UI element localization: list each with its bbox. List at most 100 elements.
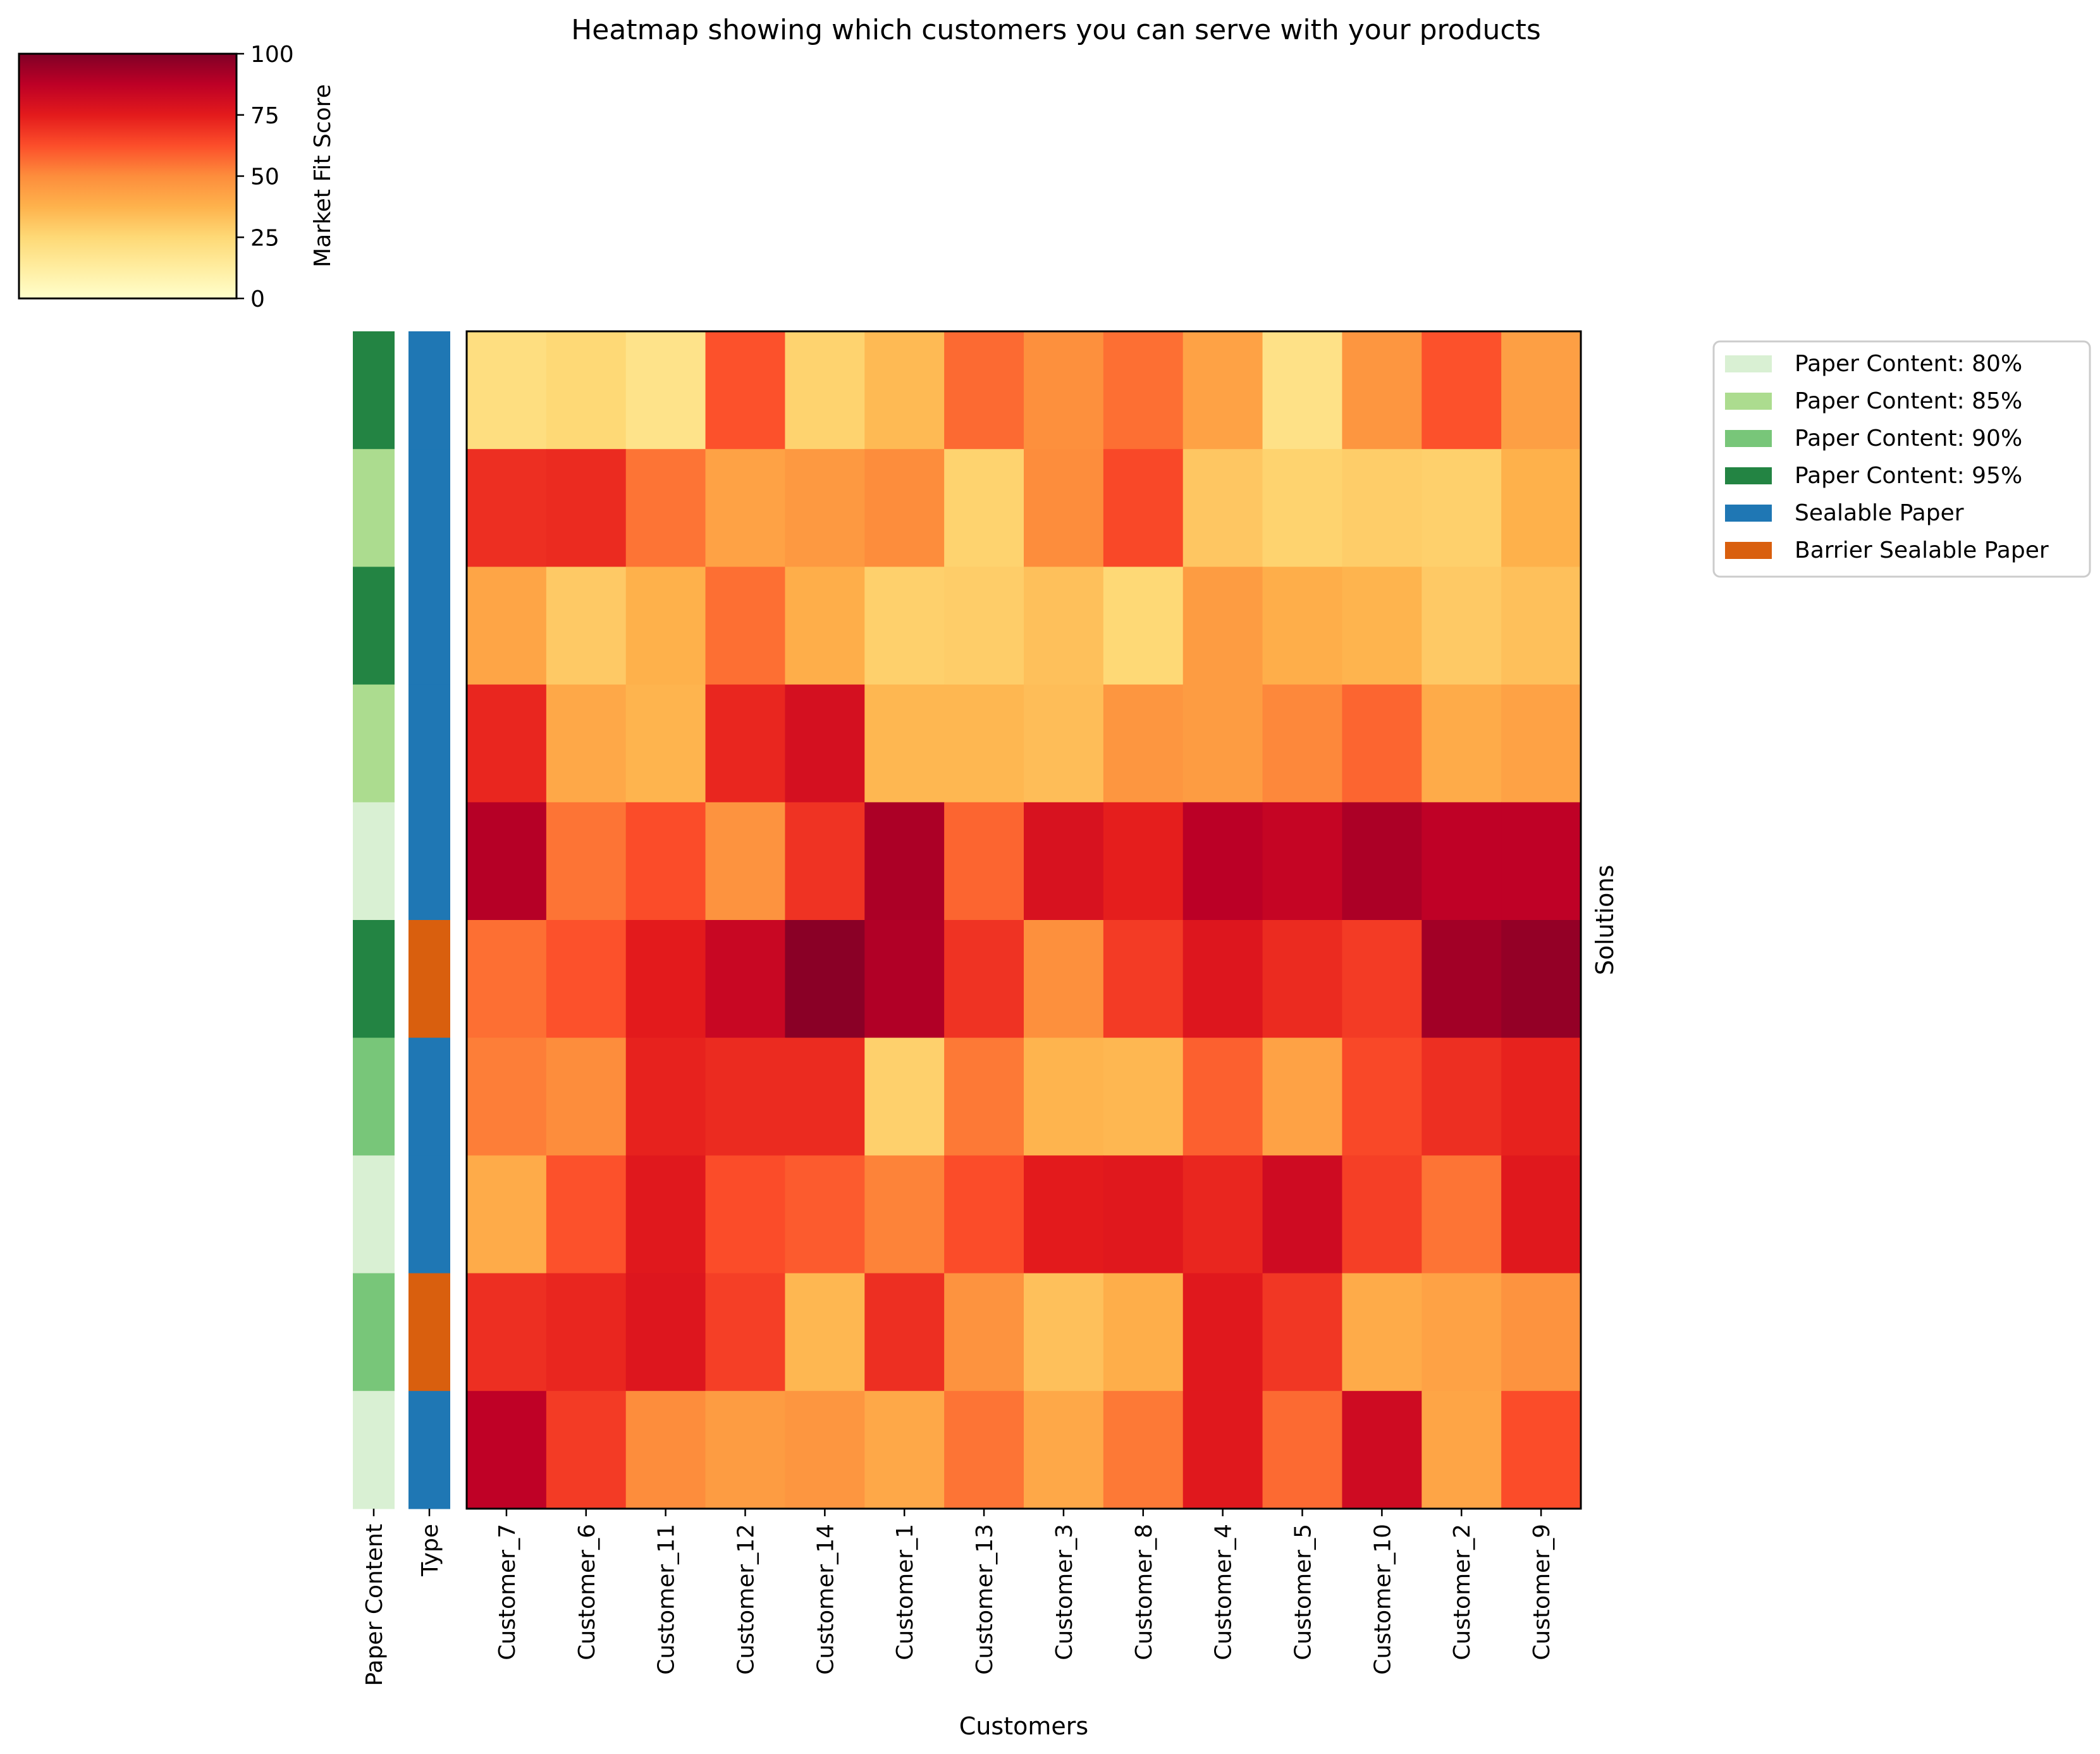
colorbar-tick-label: 100: [250, 42, 294, 68]
heatmap-cell: [705, 1390, 786, 1509]
heatmap-cell: [705, 449, 786, 567]
paper-content-cell: [353, 331, 395, 450]
heatmap-cell: [467, 802, 547, 921]
heatmap-cell: [1024, 802, 1104, 921]
heatmap-cell: [944, 1038, 1024, 1156]
heatmap-cells: [467, 331, 1581, 1509]
heatmap-cell: [1342, 449, 1422, 567]
heatmap-cell: [785, 449, 865, 567]
heatmap-cell: [864, 1038, 945, 1156]
type-strip: [408, 331, 450, 1509]
heatmap-cell: [705, 802, 786, 921]
legend-label: Paper Content: 85%: [1795, 388, 2022, 414]
heatmap-cell: [467, 1155, 547, 1274]
paper-content-cell: [353, 1273, 395, 1392]
heatmap-cell: [1501, 1273, 1581, 1392]
legend-box: [1712, 340, 2091, 578]
annotation-label: Type: [417, 1524, 443, 1577]
heatmap-cell: [1501, 802, 1581, 921]
colorbar-gradient: [18, 52, 238, 300]
heatmap-cell: [1024, 331, 1104, 450]
heatmap-cell: [625, 1390, 706, 1509]
heatmap-cell: [467, 1273, 547, 1392]
x-tick-label: Customer_11: [654, 1524, 680, 1675]
legend-swatch: [1725, 430, 1772, 447]
heatmap-cell: [625, 802, 706, 921]
heatmap-cell: [944, 920, 1024, 1038]
paper-content-cell: [353, 1390, 395, 1509]
heatmap-cell: [1024, 1273, 1104, 1392]
heatmap-cell: [1421, 449, 1502, 567]
heatmap-cell: [864, 1273, 945, 1392]
heatmap-cell: [944, 1390, 1024, 1509]
heatmap-cell: [1342, 1038, 1422, 1156]
x-tick-label: Customer_4: [1211, 1524, 1237, 1660]
heatmap-cell: [625, 449, 706, 567]
heatmap-cell: [467, 920, 547, 1038]
x-tick-label: Customer_12: [734, 1524, 759, 1675]
heatmap-cell: [1182, 1273, 1263, 1392]
heatmap-cell: [625, 920, 706, 1038]
heatmap-cell: [1421, 802, 1502, 921]
heatmap-cell: [1421, 567, 1502, 685]
heatmap-cell: [1103, 920, 1184, 1038]
heatmap-cell: [467, 1038, 547, 1156]
heatmap-cell: [1421, 1273, 1502, 1392]
type-cell: [408, 449, 450, 567]
heatmap-cell: [467, 567, 547, 685]
heatmap-cell: [625, 684, 706, 803]
heatmap-cell: [1262, 331, 1343, 450]
legend-label: Barrier Sealable Paper: [1795, 537, 2049, 563]
paper-content-cell: [353, 449, 395, 567]
paper-content-cell: [353, 920, 395, 1038]
heatmap-cell: [1262, 802, 1343, 921]
heatmap-cell: [1342, 1390, 1422, 1509]
type-cell: [408, 802, 450, 921]
legend: Paper Content: 80% Paper Content: 85% Pape…: [1712, 340, 2091, 578]
heatmap-cell: [705, 684, 786, 803]
heatmap-cell: [944, 449, 1024, 567]
heatmap-cell: [546, 567, 627, 685]
x-tick-label: Customer_9: [1529, 1524, 1555, 1660]
heatmap-cell: [1421, 331, 1502, 450]
legend-swatch: [1725, 355, 1772, 372]
y-axis-label: Solutions: [1591, 865, 1619, 976]
heatmap-cell: [864, 920, 945, 1038]
x-tick-label: Customer_10: [1370, 1524, 1396, 1675]
heatmap-cell: [1342, 802, 1422, 921]
colorbar-tick-label: 50: [250, 164, 279, 190]
paper-content-strip: [353, 331, 395, 1509]
x-tick-label: Customer_13: [972, 1524, 998, 1675]
x-tick-label: Customer_1: [892, 1524, 918, 1660]
heatmap-cell: [1262, 567, 1343, 685]
heatmap-cell: [1262, 1390, 1343, 1509]
heatmap-cell: [1501, 449, 1581, 567]
colorbar-tick-label: 0: [250, 286, 265, 312]
x-tick-label: Customer_7: [494, 1524, 520, 1660]
heatmap-cell: [1421, 920, 1502, 1038]
x-tick-label: Customer_3: [1052, 1524, 1078, 1660]
heatmap-cell: [1182, 449, 1263, 567]
heatmap-cell: [467, 331, 547, 450]
heatmap-cell: [864, 567, 945, 685]
heatmap-cell: [1103, 1390, 1184, 1509]
type-cell: [408, 331, 450, 450]
legend-swatch: [1725, 505, 1772, 522]
heatmap-cell: [1182, 331, 1263, 450]
heatmap-cell: [1103, 802, 1184, 921]
heatmap-cell: [1342, 1155, 1422, 1274]
heatmap-cell: [625, 1155, 706, 1274]
x-tick-label: Customer_2: [1449, 1524, 1475, 1660]
legend-label: Paper Content: 90%: [1795, 426, 2022, 451]
heatmap-cell: [705, 1155, 786, 1274]
heatmap-cell: [625, 567, 706, 685]
type-cell: [408, 920, 450, 1038]
heatmap-cell: [1342, 1273, 1422, 1392]
heatmap-frame: [465, 330, 1582, 1510]
heatmap-cell: [1501, 567, 1581, 685]
heatmap-cell: [546, 449, 627, 567]
heatmap-cell: [1103, 1038, 1184, 1156]
heatmap-cell: [1421, 1038, 1502, 1156]
colorbar-label: Market Fit Score: [310, 84, 336, 267]
